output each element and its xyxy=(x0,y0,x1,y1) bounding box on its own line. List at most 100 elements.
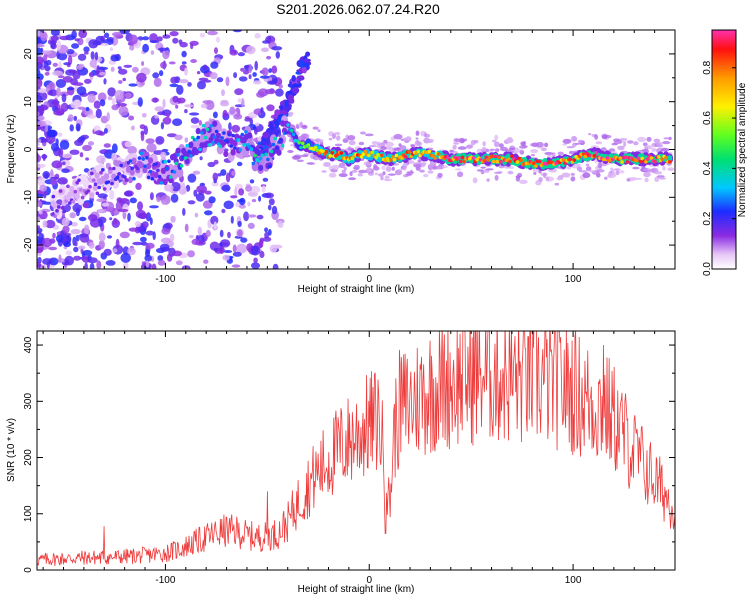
spectrogram-noise-blob xyxy=(73,115,78,121)
signal-track-blob xyxy=(462,159,467,164)
signal-track-blob xyxy=(400,156,404,160)
spectrogram-speckle xyxy=(334,143,343,147)
spectrogram-speckle xyxy=(566,166,571,170)
spectrogram-noise-blob xyxy=(137,201,143,211)
spectrogram-speckle xyxy=(570,135,578,142)
spectrogram-speckle xyxy=(378,173,385,177)
spectrogram-speckle xyxy=(296,159,304,162)
spectrogram-noise-blob xyxy=(190,124,201,129)
spectrogram-y-tick-label: -10 xyxy=(23,190,34,205)
signal-track-blob xyxy=(112,166,116,171)
spectrogram-noise-blob xyxy=(122,262,129,269)
spectrogram-speckle xyxy=(570,176,576,182)
signal-track-blob xyxy=(286,123,290,127)
signal-track-blob xyxy=(119,163,123,168)
signal-track-blob xyxy=(201,123,206,128)
spectrogram-noise-blob xyxy=(73,82,84,86)
spectrogram-speckle xyxy=(557,151,564,156)
spectrogram-noise-blob xyxy=(222,254,230,261)
signal-track-blob xyxy=(660,157,665,161)
signal-track-blob xyxy=(242,143,246,147)
signal-track-blob xyxy=(143,164,147,168)
spectrogram-noise-blob xyxy=(79,152,84,158)
spectrogram-noise-blob xyxy=(140,236,147,243)
spectrogram-noise-blob xyxy=(149,217,153,225)
spectrogram-noise-blob xyxy=(213,247,219,252)
spectrogram-speckle xyxy=(530,149,539,154)
spectrogram-noise-blob xyxy=(272,263,279,269)
spectrogram-noise-blob xyxy=(204,190,212,195)
spectrogram-noise-blob xyxy=(168,61,176,65)
spectrogram-noise-blob xyxy=(127,247,136,256)
spectrogram-speckle xyxy=(620,138,628,141)
signal-track-blob xyxy=(350,156,355,161)
signal-track-blob xyxy=(403,154,408,159)
signal-track-blob xyxy=(620,160,624,164)
spectrogram-noise-blob xyxy=(231,264,241,268)
signal-track-blob xyxy=(77,178,81,183)
spectrogram-noise-blob xyxy=(63,241,71,248)
spectrogram-noise-blob xyxy=(128,227,139,232)
signal-track-blob xyxy=(137,156,142,160)
spectrogram-noise-blob xyxy=(82,202,90,209)
spectrogram-noise-blob xyxy=(153,77,162,87)
spectrogram-noise-blob xyxy=(37,44,45,48)
signal-track-blob xyxy=(390,155,395,159)
spectrogram-speckle xyxy=(417,159,422,163)
spectrogram-speckle xyxy=(379,148,385,151)
spectrogram-noise-blob xyxy=(232,244,237,253)
spectrogram-noise-blob xyxy=(106,112,110,122)
spectrogram-noise-blob xyxy=(66,49,75,55)
spectrogram-noise-blob xyxy=(264,88,276,95)
signal-track-blob xyxy=(253,153,257,158)
spectrogram-noise-blob xyxy=(100,43,109,47)
signal-track-blob xyxy=(493,154,498,159)
spectrogram-y-tick-label: 20 xyxy=(23,48,34,60)
spectrogram-speckle xyxy=(486,178,490,182)
dispersive-branch-blob xyxy=(299,60,305,68)
spectrogram-noise-blob xyxy=(249,118,254,125)
spectrogram-noise-blob xyxy=(95,108,102,119)
spectrogram-noise-blob xyxy=(37,47,43,56)
spectrogram-noise-blob xyxy=(89,262,95,269)
spectrogram-noise-blob xyxy=(253,257,258,263)
signal-track-blob xyxy=(460,155,465,160)
signal-track-blob xyxy=(370,150,375,155)
spectrogram-speckle xyxy=(585,163,590,167)
spectrogram-noise-blob xyxy=(69,212,76,219)
signal-track-blob xyxy=(508,159,512,164)
spectrogram-noise-blob xyxy=(115,200,123,211)
spectrogram-speckle xyxy=(635,177,643,180)
spectrogram-x-label: Height of straight line (km) xyxy=(298,284,415,295)
spectrogram-noise-blob xyxy=(160,122,164,130)
spectrogram-x-tick-label: 100 xyxy=(565,274,582,285)
spectrogram-noise-blob xyxy=(172,37,179,44)
spectrogram-speckle xyxy=(473,139,479,144)
spectrogram-noise-blob xyxy=(170,76,179,84)
signal-track-blob xyxy=(269,149,274,154)
spectrogram-noise-blob xyxy=(84,78,92,84)
signal-track-blob xyxy=(572,158,577,162)
signal-track-blob xyxy=(227,132,232,137)
spectrogram-noise-blob xyxy=(123,64,133,68)
spectrogram-speckle xyxy=(360,131,366,135)
spectrogram-noise-blob xyxy=(208,196,216,204)
spectrogram-noise-blob xyxy=(87,114,97,119)
spectrogram-noise-blob xyxy=(223,200,234,210)
spectrogram-noise-blob xyxy=(100,115,109,124)
spectrogram-speckle xyxy=(376,141,381,147)
spectrogram-noise-blob xyxy=(261,67,269,76)
signal-track-blob xyxy=(73,189,78,194)
spectrogram-noise-blob xyxy=(52,232,56,239)
signal-track-blob xyxy=(649,156,654,160)
spectrogram-noise-blob xyxy=(84,262,88,269)
spectrogram-noise-blob xyxy=(166,113,170,118)
signal-track-blob xyxy=(150,176,155,181)
spectrogram-noise-blob xyxy=(239,197,246,206)
signal-track-blob xyxy=(101,168,105,172)
spectrogram-noise-blob xyxy=(127,146,137,155)
signal-track-blob xyxy=(57,205,61,209)
signal-track-blob xyxy=(251,161,256,166)
spectrogram-noise-blob xyxy=(122,77,126,82)
spectrogram-noise-blob xyxy=(112,248,118,253)
